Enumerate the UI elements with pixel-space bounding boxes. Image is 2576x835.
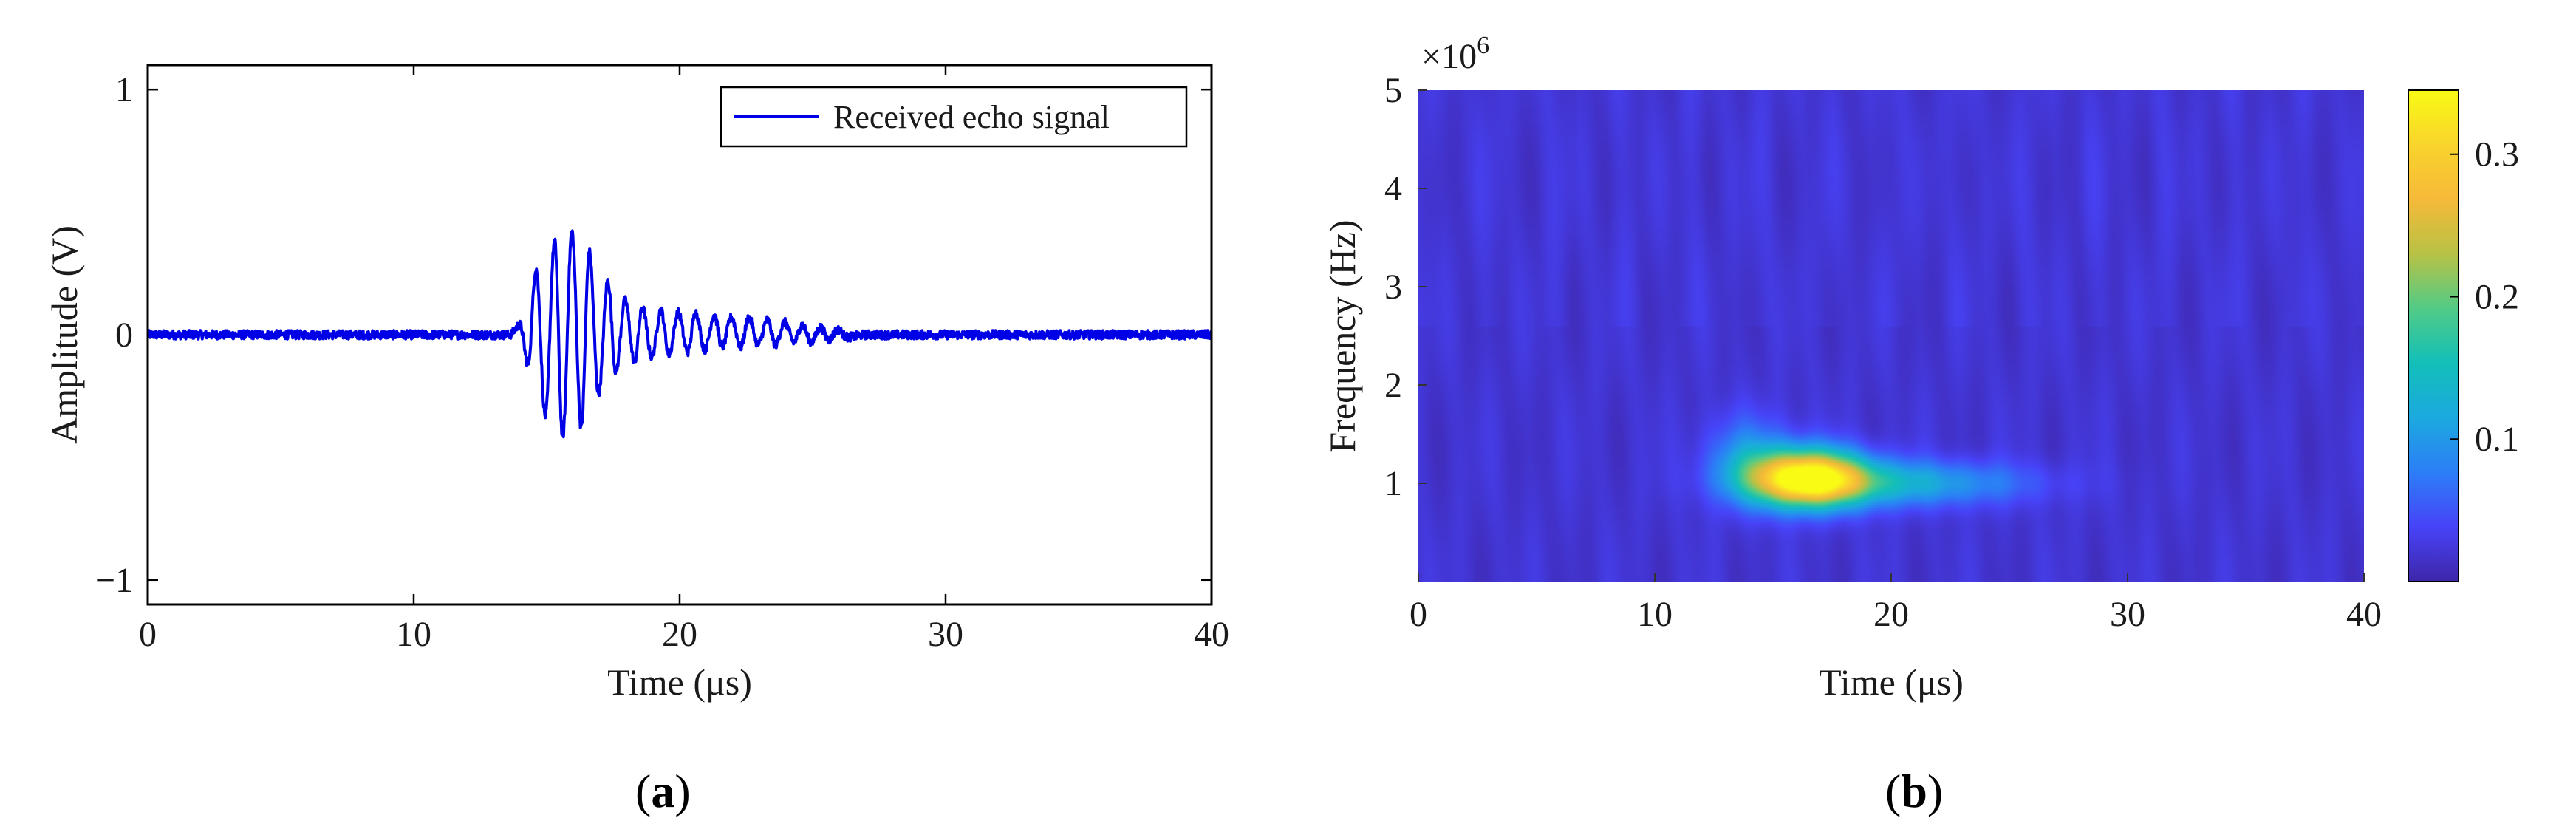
- chart-a-x-tick-label: 0: [139, 615, 157, 654]
- chart-b: 0 10 20 30 40 1 2 3 4 5 ×106 Time (μs) Frequency…: [1322, 32, 2519, 817]
- chart-a-series-line: [148, 229, 1212, 439]
- chart-b-x-ticks: 0 10 20 30 40: [1410, 573, 2382, 634]
- chart-b-x-tick-label: 20: [1873, 595, 1909, 634]
- chart-b-colorbar: [2408, 89, 2459, 582]
- chart-a-x-axis-label: Time (μs): [607, 661, 752, 703]
- chart-b-y-multiplier: ×106: [1421, 32, 1489, 76]
- chart-b-colorbar-tick-label: 0.2: [2475, 277, 2519, 316]
- chart-b-colorbar-tick-label: 0.1: [2475, 420, 2519, 459]
- chart-a-panel-letter: a: [651, 765, 674, 817]
- chart-a-y-axis-label: Amplitude (V): [44, 225, 85, 444]
- chart-b-y-tick-label: 1: [1384, 464, 1402, 503]
- chart-a-x-tick-label: 40: [1194, 615, 1229, 654]
- chart-b-y-axis-label: Frequency (Hz): [1322, 219, 1363, 452]
- chart-a-y-tick-label: 1: [115, 70, 133, 109]
- chart-b-x-tick-label: 0: [1410, 595, 1427, 634]
- chart-a: 0 10 20 30 40 −101 Received echo signal Time…: [44, 64, 1229, 817]
- chart-b-y-tick-label: 3: [1384, 267, 1402, 307]
- chart-b-panel-letter: b: [1901, 765, 1927, 817]
- chart-a-x-ticks: 0 10 20 30 40: [139, 65, 1229, 654]
- chart-a-x-tick-label: 20: [662, 615, 697, 654]
- chart-a-x-tick-label: 10: [396, 615, 431, 654]
- chart-a-x-tick-label: 30: [928, 615, 963, 654]
- chart-a-y-tick-label: 0: [115, 316, 133, 355]
- chart-b-y-ticks: 1 2 3 4 5: [1384, 71, 1427, 503]
- chart-b-colorbar-ticks: 0.1 0.2 0.3: [2450, 135, 2519, 459]
- chart-b-x-tick-label: 10: [1637, 595, 1673, 634]
- chart-b-y-multiplier-base: ×10: [1421, 37, 1477, 76]
- chart-b-x-axis-label: Time (μs): [1819, 661, 1964, 703]
- chart-b-x-tick-label: 30: [2110, 595, 2145, 634]
- chart-b-y-tick-label: 2: [1384, 366, 1402, 405]
- chart-b-y-tick-label: 4: [1384, 169, 1402, 208]
- chart-b-heatmap-image: [1418, 90, 2364, 582]
- chart-b-panel-label: (b): [1885, 765, 1943, 817]
- chart-a-panel-label: (a): [635, 765, 691, 817]
- chart-a-y-tick-label: −1: [95, 561, 133, 600]
- chart-b-y-tick-label: 5: [1384, 71, 1402, 110]
- chart-b-y-multiplier-exponent: 6: [1477, 32, 1489, 59]
- chart-a-frame: [146, 64, 1213, 606]
- chart-a-y-ticks: −1 0 1: [95, 70, 1212, 600]
- chart-b-x-tick-label: 40: [2346, 595, 2382, 634]
- chart-a-legend: Received echo signal: [720, 86, 1188, 148]
- chart-a-legend-label: Received echo signal: [833, 99, 1110, 135]
- chart-b-colorbar-tick-label: 0.3: [2475, 135, 2519, 174]
